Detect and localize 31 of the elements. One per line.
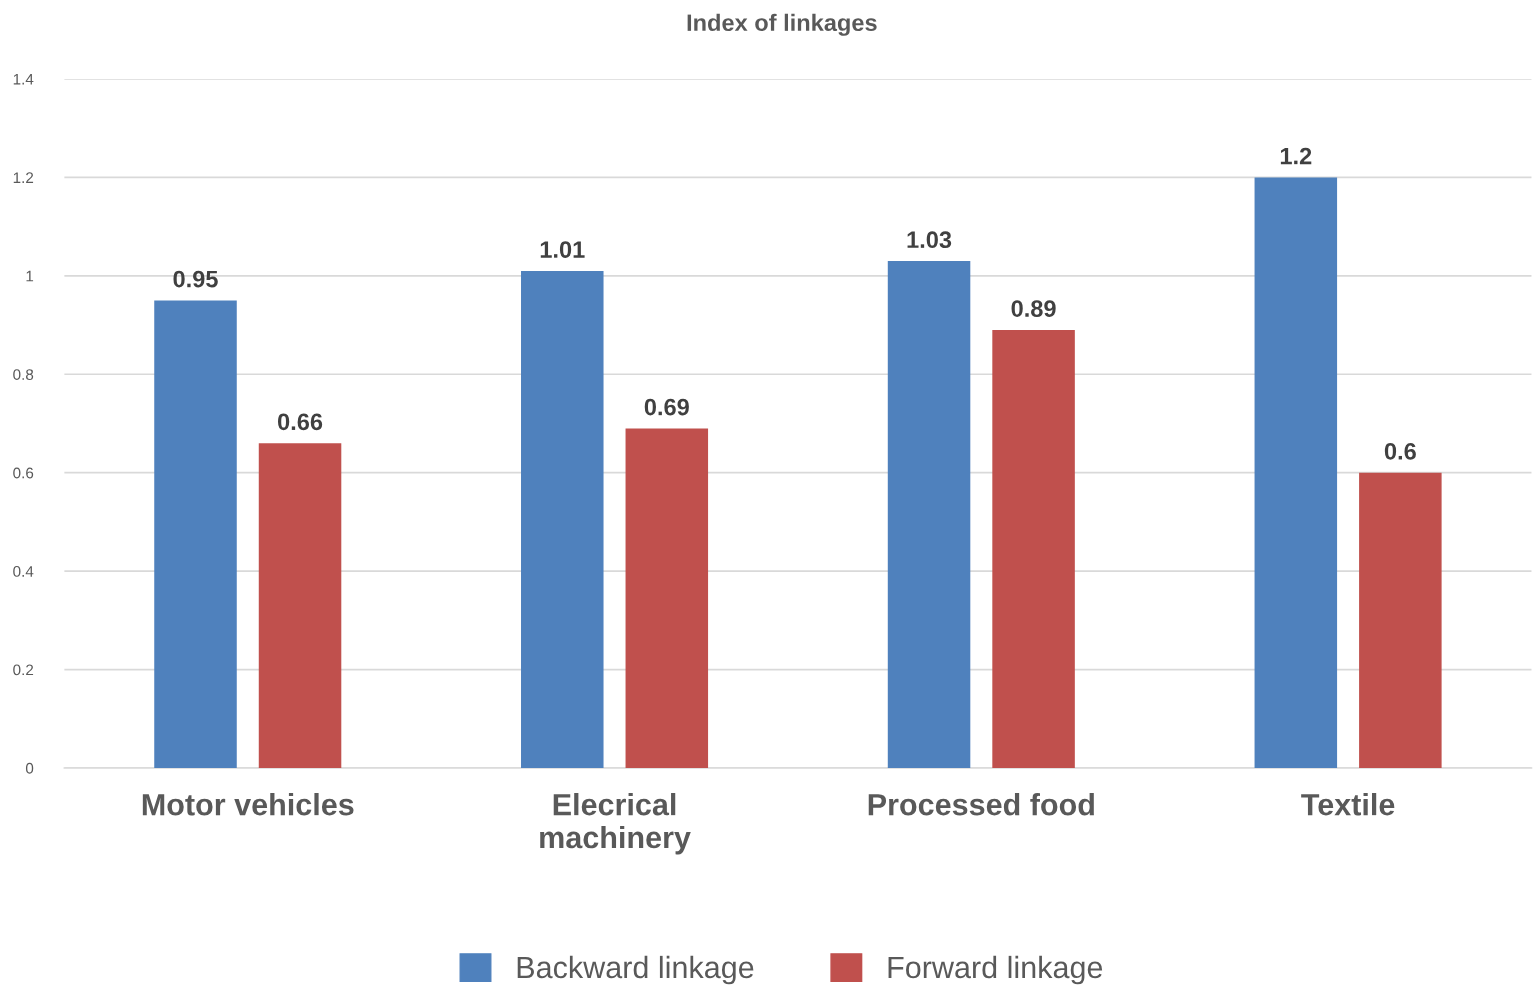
y-tick-label: 0.6	[13, 467, 34, 479]
bar	[154, 300, 237, 769]
data-label: 1.01	[540, 241, 585, 258]
bar	[1359, 472, 1442, 769]
x-tick-label: Textile	[1301, 793, 1395, 816]
bar	[887, 261, 971, 769]
legend-label: Forward linkage	[888, 955, 1103, 985]
y-tick-label: 1.4	[13, 73, 34, 85]
y-tick-label: 0.8	[13, 369, 34, 380]
bar	[258, 443, 342, 769]
y-tick-label: 0.4	[13, 566, 34, 577]
x-tick-label: Processed food	[868, 793, 1094, 816]
data-label: 0.69	[644, 398, 689, 416]
bar	[521, 270, 604, 769]
bar	[1254, 177, 1338, 769]
y-tick-label: 1.2	[13, 172, 34, 183]
legend-label: Backward linkage	[517, 955, 754, 985]
x-tick-label: Elecrical machinery	[540, 793, 691, 855]
data-label: 0.89	[1011, 300, 1056, 317]
y-tick-label: 1	[26, 270, 34, 282]
y-tick-label: 0.2	[13, 664, 34, 676]
data-label: 0.95	[173, 270, 218, 288]
bar	[625, 428, 709, 769]
data-label: 1.2	[1280, 147, 1312, 165]
y-tick-label: 0	[25, 762, 34, 774]
bar	[992, 329, 1075, 769]
x-tick-label: Motor vehicles	[142, 793, 354, 816]
data-label: 0.66	[277, 413, 323, 431]
data-label: 1.03	[907, 231, 952, 249]
data-label: 0.6	[1384, 442, 1416, 460]
chart-title: Index of linkages	[687, 13, 877, 36]
